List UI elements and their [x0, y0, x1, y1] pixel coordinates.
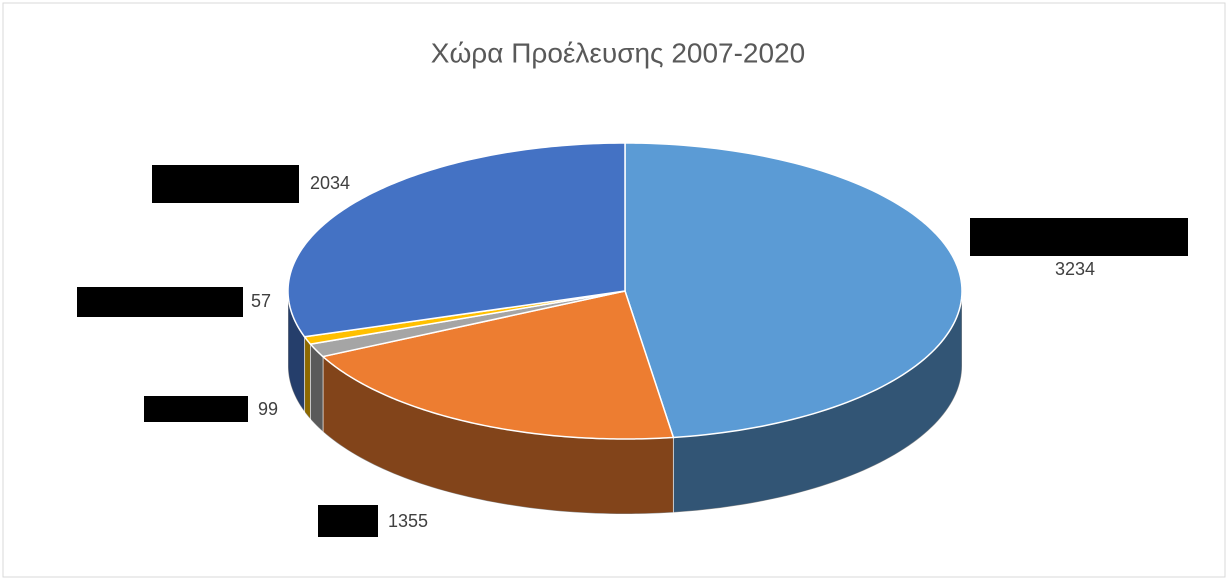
slice-side-shade: [310, 344, 323, 432]
slice: [287, 142, 626, 338]
slice-side-shade: [288, 291, 305, 412]
redaction: [152, 165, 299, 203]
data-label: 99: [258, 399, 278, 419]
chart-title: Χώρα Προέλευσης 2007-2020: [431, 37, 805, 68]
slice: [309, 290, 626, 358]
data-label: 1355: [388, 511, 428, 531]
redaction: [77, 287, 243, 317]
redaction: [318, 505, 378, 537]
redaction: [144, 396, 248, 422]
data-label: 57: [251, 291, 271, 311]
slice-side-shade: [673, 291, 962, 513]
pie: [287, 142, 963, 515]
redactions: [77, 165, 1188, 537]
data-label: 2034: [310, 173, 350, 193]
slice-side-shade: [322, 356, 674, 514]
redaction: [970, 218, 1188, 256]
slice: [624, 142, 963, 439]
slice: [303, 290, 626, 345]
slice: [321, 290, 675, 440]
data-label: 3234: [1055, 259, 1095, 279]
slice-side-shade: [304, 336, 311, 420]
